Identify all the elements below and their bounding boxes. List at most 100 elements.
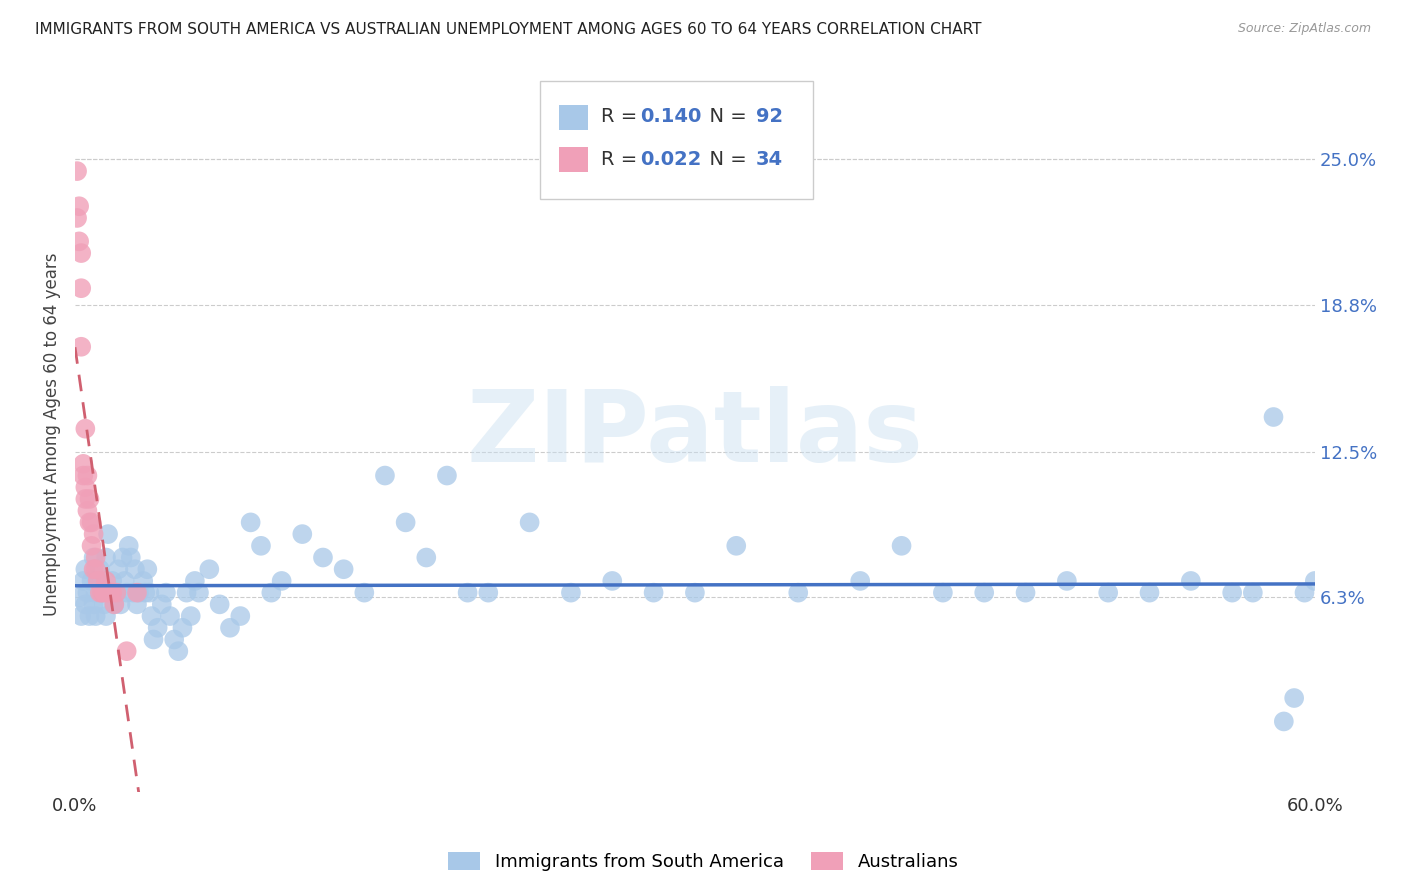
Point — [83, 527, 105, 541]
Point — [87, 574, 110, 588]
Point — [67, 235, 90, 249]
Point — [84, 609, 107, 624]
Point — [90, 585, 112, 599]
Point — [76, 504, 98, 518]
Point — [136, 562, 159, 576]
Point — [89, 585, 111, 599]
Point — [93, 598, 115, 612]
Text: 34: 34 — [755, 150, 783, 169]
Point — [66, 211, 89, 225]
Point — [103, 598, 125, 612]
Point — [72, 574, 94, 588]
Point — [84, 585, 107, 599]
Point — [250, 539, 273, 553]
Point — [142, 632, 165, 647]
Point — [1180, 574, 1202, 588]
Point — [683, 585, 706, 599]
Point — [1056, 574, 1078, 588]
Point — [239, 516, 262, 530]
Point — [72, 457, 94, 471]
Point — [519, 516, 541, 530]
Point — [70, 281, 93, 295]
Text: ZIPatlas: ZIPatlas — [467, 386, 924, 483]
Point — [973, 585, 995, 599]
Text: N =: N = — [697, 107, 754, 127]
Text: R =: R = — [600, 107, 643, 127]
Point — [110, 598, 132, 612]
Point — [332, 562, 354, 576]
Point — [477, 585, 499, 599]
Point — [70, 340, 93, 354]
Point — [353, 585, 375, 599]
Point — [1014, 585, 1036, 599]
Text: N =: N = — [697, 150, 754, 169]
Point — [291, 527, 314, 541]
Point — [75, 598, 97, 612]
Point — [312, 550, 335, 565]
Point — [111, 550, 134, 565]
Point — [115, 585, 138, 599]
Point — [155, 585, 177, 599]
Point — [94, 550, 117, 565]
Point — [125, 598, 148, 612]
Point — [394, 516, 416, 530]
FancyBboxPatch shape — [540, 81, 813, 199]
Point — [93, 585, 115, 599]
Point — [198, 562, 221, 576]
Point — [84, 550, 107, 565]
Point — [83, 598, 105, 612]
Point — [70, 246, 93, 260]
Point — [180, 609, 202, 624]
Point — [159, 609, 181, 624]
Point — [1241, 585, 1264, 599]
Point — [219, 621, 242, 635]
Point — [70, 609, 93, 624]
Point — [105, 585, 128, 599]
Point — [75, 422, 97, 436]
Point — [122, 585, 145, 599]
Point — [114, 574, 136, 588]
Point — [79, 491, 101, 506]
Point — [1272, 714, 1295, 729]
Point — [124, 562, 146, 576]
Point — [643, 585, 665, 599]
Point — [75, 491, 97, 506]
Point — [67, 199, 90, 213]
Text: IMMIGRANTS FROM SOUTH AMERICA VS AUSTRALIAN UNEMPLOYMENT AMONG AGES 60 TO 64 YEA: IMMIGRANTS FROM SOUTH AMERICA VS AUSTRAL… — [35, 22, 981, 37]
Point — [103, 598, 125, 612]
Point — [560, 585, 582, 599]
Point — [849, 574, 872, 588]
Point — [1220, 585, 1243, 599]
Point — [176, 585, 198, 599]
Point — [138, 585, 160, 599]
Point — [94, 574, 117, 588]
Point — [600, 574, 623, 588]
Point — [184, 574, 207, 588]
Point — [105, 585, 128, 599]
Point — [167, 644, 190, 658]
Point — [229, 609, 252, 624]
Point — [188, 585, 211, 599]
Point — [415, 550, 437, 565]
FancyBboxPatch shape — [558, 104, 588, 129]
Point — [787, 585, 810, 599]
Point — [76, 468, 98, 483]
Point — [1282, 691, 1305, 706]
Point — [66, 164, 89, 178]
Point — [107, 562, 129, 576]
Text: 0.140: 0.140 — [640, 107, 702, 127]
Point — [98, 585, 121, 599]
Point — [84, 562, 107, 576]
Point — [436, 468, 458, 483]
Point — [98, 585, 121, 599]
Point — [115, 644, 138, 658]
Point — [83, 562, 105, 576]
Point — [141, 609, 163, 624]
Point — [1139, 585, 1161, 599]
Point — [80, 516, 103, 530]
Point — [94, 609, 117, 624]
Point — [932, 585, 955, 599]
Point — [890, 539, 912, 553]
Point — [172, 621, 194, 635]
Point — [1097, 585, 1119, 599]
